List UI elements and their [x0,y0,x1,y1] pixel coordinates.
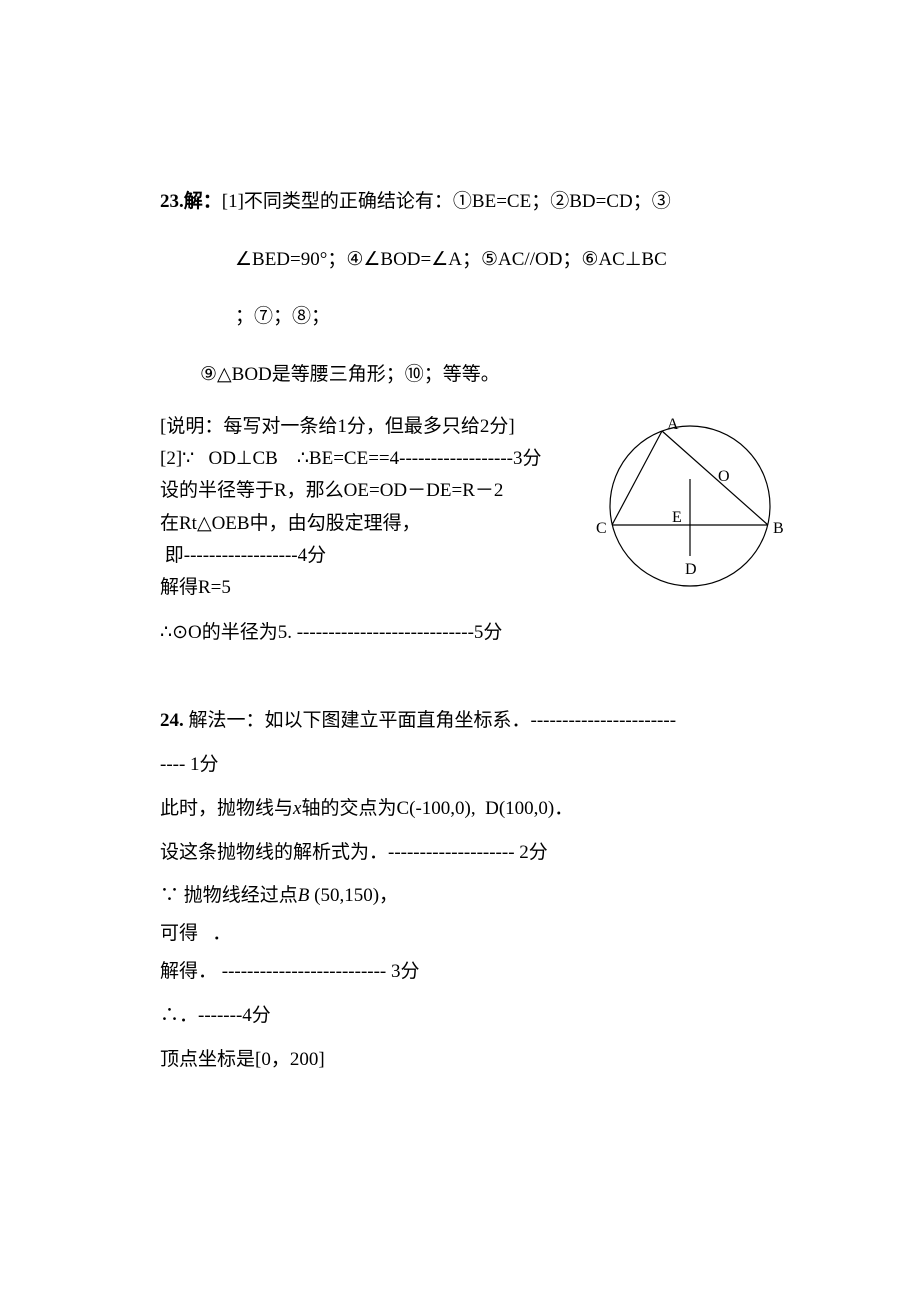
p24-label: 24. [160,710,184,731]
p24-line3: 此时，抛物线与x轴的交点为C(-100,0), D(100,0)． [160,787,820,831]
p23-line4: ⑨△BOD是等腰三角形；⑩；等等。 [160,353,820,397]
p24-line7: 解得． -------------------------- 3分 [160,950,820,994]
geometry-diagram: A B C D O E [590,416,800,606]
p24-line9: 顶点坐标是[0，200] [160,1038,820,1082]
p23-line1: 23.解：[1]不同类型的正确结论有：①BE=CE；②BD=CD；③ [160,180,820,224]
p24-line6: 可得 ． [160,918,820,950]
p23-line9: 即------------------4分 [160,540,590,572]
svg-text:E: E [672,509,682,526]
p23-line6: [2]∵ OD⊥CB ∴BE=CE==4------------------3分 [160,443,590,475]
p23-label: 23.解： [160,191,222,212]
p23-line2: ∠BED=90°；④∠BOD=∠A；⑤AC//OD；⑥AC⊥BC [160,238,820,282]
svg-text:A: A [667,416,679,433]
p23-line8: 在Rt△OEB中，由勾股定理得， [160,508,590,540]
p24-line8: ∴．-------4分 [160,994,820,1038]
p23-line3: ；⑦；⑧； [160,295,820,339]
p24-line2: ---- 1分 [160,743,820,787]
p24-line1: 24. 解法一：如以下图建立平面直角坐标系．------------------… [160,699,820,743]
svg-text:B: B [773,520,784,537]
p23-line5: [说明：每写对一条给1分，但最多只给2分] [160,411,590,443]
svg-text:D: D [685,561,697,578]
p24-l1-rest: 解法一：如以下图建立平面直角坐标系．----------------------… [184,710,676,731]
p24-line5: ∵ 抛物线经过点B (50,150)， [160,874,820,918]
p24-line4: 设这条抛物线的解析式为．-------------------- 2分 [160,831,820,875]
p23-line10: 解得R=5 [160,572,590,604]
p23-l1-rest: [1]不同类型的正确结论有：①BE=CE；②BD=CD；③ [222,191,671,212]
svg-text:C: C [596,520,607,537]
svg-text:O: O [718,468,730,485]
p23-line11: ∴⊙O的半径为5. ----------------------------5分 [160,611,820,655]
p23-line7: 设的半径等于R，那么OE=OD－DE=R－2 [160,475,590,507]
